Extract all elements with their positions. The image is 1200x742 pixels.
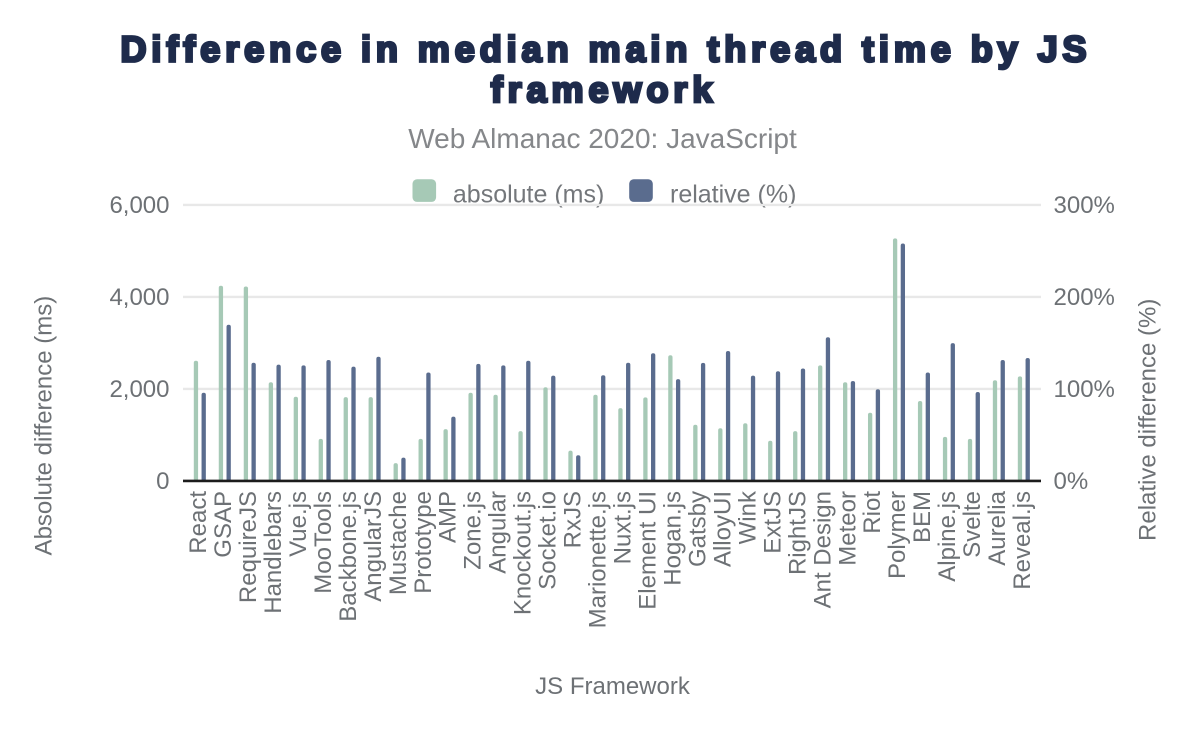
svg-text:React: React bbox=[185, 491, 212, 554]
svg-text:Riot: Riot bbox=[859, 491, 886, 534]
svg-text:Reveal.js: Reveal.js bbox=[1009, 491, 1036, 590]
svg-text:Ant Design: Ant Design bbox=[809, 491, 836, 608]
svg-text:4,000: 4,000 bbox=[109, 284, 169, 311]
svg-text:AngularJS: AngularJS bbox=[360, 491, 387, 602]
svg-text:Vue.js: Vue.js bbox=[285, 491, 312, 557]
svg-text:Nuxt.js: Nuxt.js bbox=[610, 491, 637, 564]
svg-text:RightJS: RightJS bbox=[784, 491, 811, 575]
svg-text:JS Framework: JS Framework bbox=[535, 673, 691, 700]
svg-text:RequireJS: RequireJS bbox=[235, 491, 262, 603]
svg-text:Handlebars: Handlebars bbox=[260, 491, 287, 614]
svg-text:Knockout.js: Knockout.js bbox=[510, 491, 537, 615]
svg-text:2,000: 2,000 bbox=[109, 376, 169, 403]
svg-text:0: 0 bbox=[156, 468, 169, 495]
svg-text:Meteor: Meteor bbox=[834, 491, 861, 566]
svg-text:BEM: BEM bbox=[909, 491, 936, 543]
svg-text:Backbone.js: Backbone.js bbox=[335, 491, 362, 622]
svg-text:300%: 300% bbox=[1054, 192, 1115, 219]
svg-text:Relative difference (%): Relative difference (%) bbox=[1134, 299, 1161, 541]
svg-text:Wink: Wink bbox=[734, 490, 761, 544]
svg-text:6,000: 6,000 bbox=[109, 192, 169, 219]
svg-text:framework: framework bbox=[491, 69, 718, 110]
svg-text:MooTools: MooTools bbox=[310, 491, 337, 594]
svg-text:RxJS: RxJS bbox=[560, 491, 587, 548]
svg-text:Absolute difference (ms): Absolute difference (ms) bbox=[31, 296, 58, 556]
svg-text:Gatsby: Gatsby bbox=[684, 491, 711, 567]
svg-text:200%: 200% bbox=[1054, 284, 1115, 311]
svg-text:AlloyUI: AlloyUI bbox=[709, 491, 736, 567]
svg-text:Prototype: Prototype bbox=[410, 491, 437, 594]
svg-text:AMP: AMP bbox=[435, 491, 462, 543]
svg-text:Polymer: Polymer bbox=[884, 491, 911, 579]
svg-text:Web Almanac 2020: JavaScript: Web Almanac 2020: JavaScript bbox=[408, 123, 797, 154]
svg-text:Hogan.js: Hogan.js bbox=[659, 491, 686, 586]
svg-text:Svelte: Svelte bbox=[959, 491, 986, 558]
svg-text:Socket.io: Socket.io bbox=[535, 491, 562, 590]
svg-text:Alpine.js: Alpine.js bbox=[934, 491, 961, 582]
svg-text:Aurelia: Aurelia bbox=[984, 490, 1011, 565]
svg-text:Difference in median main thre: Difference in median main thread time by… bbox=[120, 28, 1091, 69]
svg-text:Zone.js: Zone.js bbox=[460, 491, 487, 570]
svg-text:Angular: Angular bbox=[485, 491, 512, 574]
svg-text:Marionette.js: Marionette.js bbox=[585, 491, 612, 628]
svg-text:0%: 0% bbox=[1054, 468, 1089, 495]
svg-text:Mustache: Mustache bbox=[385, 491, 412, 595]
svg-text:Element UI: Element UI bbox=[634, 491, 661, 610]
svg-text:ExtJS: ExtJS bbox=[759, 491, 786, 554]
svg-text:100%: 100% bbox=[1054, 376, 1115, 403]
svg-text:GSAP: GSAP bbox=[210, 491, 237, 558]
